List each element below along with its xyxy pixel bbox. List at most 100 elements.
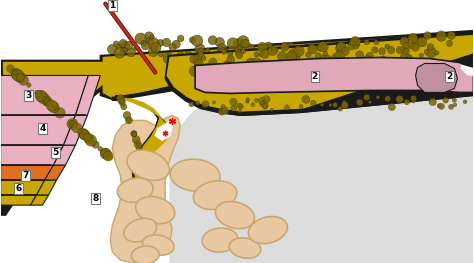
Circle shape xyxy=(98,146,102,151)
Circle shape xyxy=(220,67,228,75)
Polygon shape xyxy=(167,36,474,111)
Circle shape xyxy=(67,118,78,129)
Circle shape xyxy=(341,102,348,109)
Circle shape xyxy=(385,96,391,102)
Circle shape xyxy=(359,43,371,54)
Circle shape xyxy=(263,104,267,109)
Circle shape xyxy=(177,52,183,58)
Circle shape xyxy=(310,57,314,62)
Circle shape xyxy=(55,108,65,118)
Circle shape xyxy=(374,40,379,45)
Circle shape xyxy=(396,95,403,103)
Circle shape xyxy=(255,98,259,103)
Circle shape xyxy=(194,59,201,66)
Circle shape xyxy=(409,42,415,49)
Circle shape xyxy=(436,31,447,41)
Polygon shape xyxy=(0,165,54,180)
Circle shape xyxy=(190,55,198,63)
Circle shape xyxy=(357,60,363,65)
Circle shape xyxy=(83,133,91,141)
Circle shape xyxy=(463,100,467,104)
Circle shape xyxy=(402,82,406,86)
Circle shape xyxy=(113,41,119,47)
Circle shape xyxy=(430,74,437,81)
Circle shape xyxy=(294,46,304,57)
Circle shape xyxy=(379,48,385,55)
Circle shape xyxy=(202,101,209,108)
Circle shape xyxy=(151,43,161,53)
Circle shape xyxy=(246,100,249,103)
Circle shape xyxy=(140,154,146,160)
Circle shape xyxy=(333,66,345,78)
Circle shape xyxy=(190,66,200,76)
Circle shape xyxy=(51,104,59,113)
Circle shape xyxy=(308,66,316,74)
Polygon shape xyxy=(54,145,75,165)
Circle shape xyxy=(48,102,59,113)
Circle shape xyxy=(400,53,410,64)
Polygon shape xyxy=(4,63,115,162)
Circle shape xyxy=(218,48,229,59)
Circle shape xyxy=(332,53,342,63)
Circle shape xyxy=(290,53,300,63)
Circle shape xyxy=(303,63,312,72)
Polygon shape xyxy=(0,60,118,170)
Circle shape xyxy=(424,32,431,39)
Circle shape xyxy=(326,49,331,54)
Circle shape xyxy=(448,104,454,109)
Circle shape xyxy=(299,104,303,108)
Circle shape xyxy=(103,151,113,161)
Circle shape xyxy=(108,44,117,54)
Polygon shape xyxy=(117,97,169,187)
Polygon shape xyxy=(100,31,474,100)
Circle shape xyxy=(336,63,340,67)
Circle shape xyxy=(326,44,330,48)
Circle shape xyxy=(259,53,263,57)
Circle shape xyxy=(385,44,390,49)
Circle shape xyxy=(356,51,364,59)
Circle shape xyxy=(195,44,205,54)
Circle shape xyxy=(388,103,395,111)
Circle shape xyxy=(246,98,250,101)
Circle shape xyxy=(462,84,467,90)
Circle shape xyxy=(119,39,128,48)
Circle shape xyxy=(234,44,243,53)
Polygon shape xyxy=(462,65,474,75)
Circle shape xyxy=(69,121,74,125)
Circle shape xyxy=(203,70,210,76)
Circle shape xyxy=(366,52,374,60)
Circle shape xyxy=(125,41,133,49)
Circle shape xyxy=(13,70,22,80)
Circle shape xyxy=(205,48,210,53)
Circle shape xyxy=(408,55,412,60)
Circle shape xyxy=(119,99,124,103)
Circle shape xyxy=(17,73,24,82)
Circle shape xyxy=(246,58,255,67)
Polygon shape xyxy=(0,60,118,168)
Circle shape xyxy=(318,42,328,52)
Polygon shape xyxy=(131,246,159,263)
Circle shape xyxy=(246,65,252,71)
Circle shape xyxy=(127,48,136,57)
Circle shape xyxy=(198,48,204,54)
Circle shape xyxy=(238,104,243,109)
Circle shape xyxy=(146,172,152,178)
Circle shape xyxy=(12,69,24,81)
Circle shape xyxy=(72,123,82,133)
Circle shape xyxy=(449,80,457,88)
Circle shape xyxy=(146,171,154,179)
Circle shape xyxy=(413,59,420,66)
Circle shape xyxy=(100,148,111,159)
Circle shape xyxy=(286,51,297,62)
Circle shape xyxy=(236,49,242,56)
Circle shape xyxy=(252,58,262,68)
Circle shape xyxy=(264,42,273,50)
Circle shape xyxy=(46,100,50,104)
Circle shape xyxy=(329,65,334,70)
Circle shape xyxy=(291,49,301,59)
Circle shape xyxy=(191,35,203,46)
Circle shape xyxy=(237,103,242,108)
Circle shape xyxy=(419,41,425,46)
Circle shape xyxy=(407,56,412,61)
Circle shape xyxy=(221,49,227,54)
